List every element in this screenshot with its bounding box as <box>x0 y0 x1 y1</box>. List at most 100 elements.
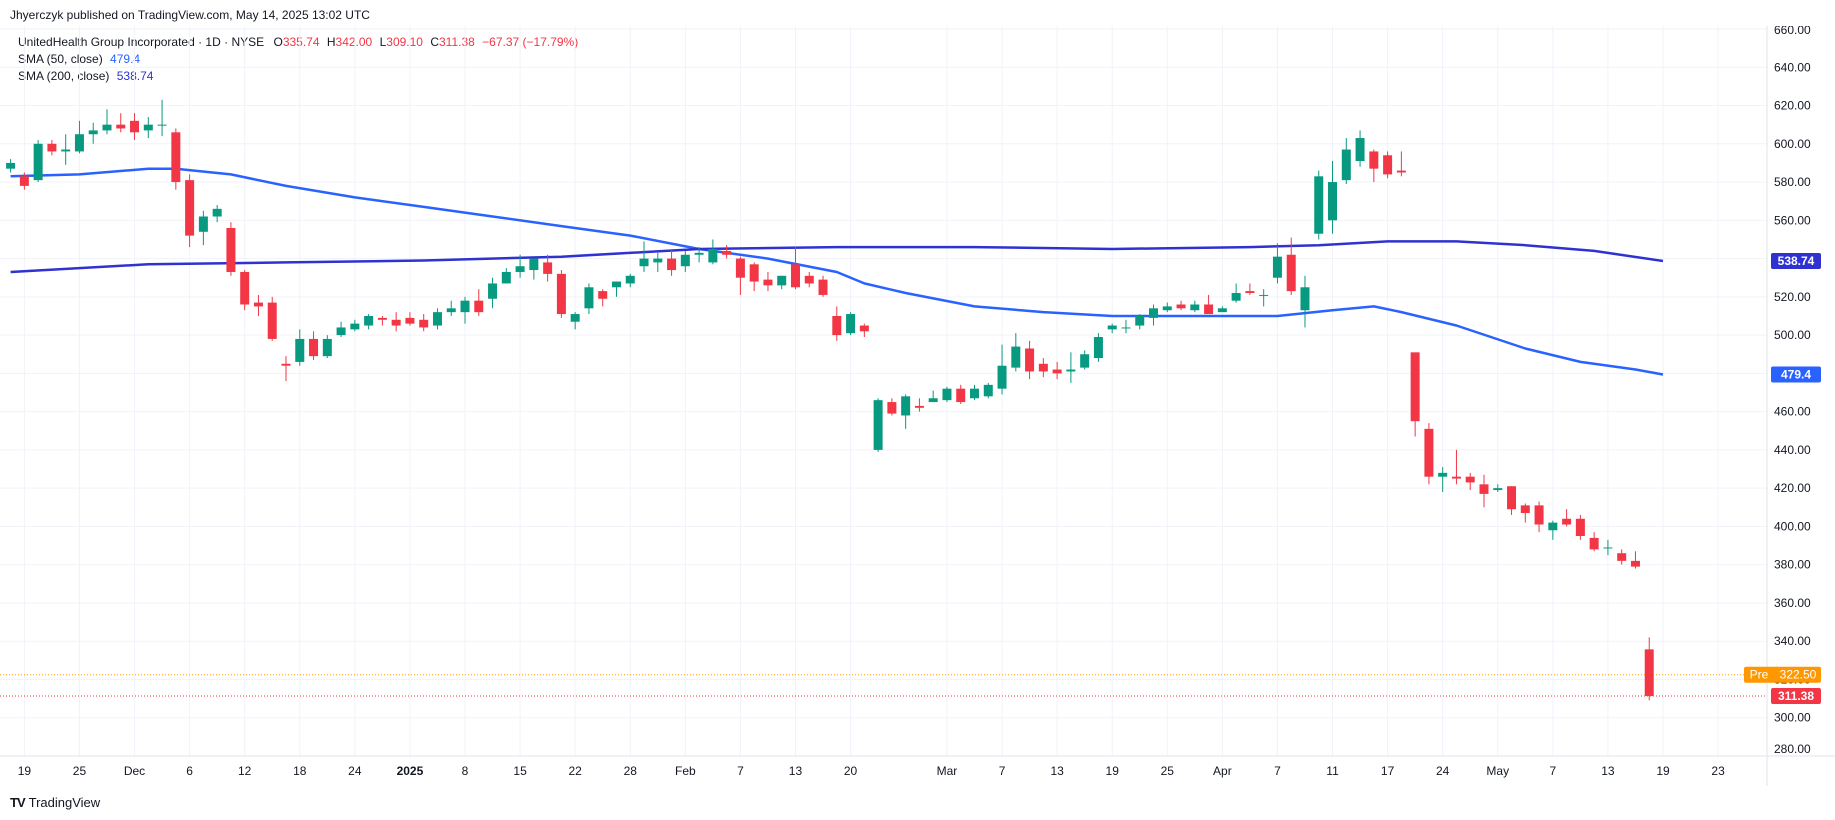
legend-sma200-row[interactable]: SMA (200, close) 538.74 <box>18 68 578 85</box>
candle[interactable] <box>267 296 277 341</box>
candle[interactable] <box>1534 501 1544 533</box>
candle[interactable] <box>611 281 621 297</box>
candle[interactable] <box>1383 151 1393 179</box>
candle[interactable] <box>364 314 374 330</box>
candle[interactable] <box>1231 283 1241 303</box>
candle[interactable] <box>1630 551 1640 569</box>
candle[interactable] <box>1121 319 1131 334</box>
candle[interactable] <box>322 335 332 359</box>
candle[interactable] <box>997 344 1007 395</box>
candle[interactable] <box>116 113 126 133</box>
candle[interactable] <box>1080 350 1090 370</box>
candle[interactable] <box>1038 358 1048 378</box>
candle[interactable] <box>1548 520 1558 540</box>
candle[interactable] <box>804 271 814 288</box>
candle[interactable] <box>1314 170 1324 240</box>
candle[interactable] <box>309 331 319 360</box>
candle[interactable] <box>570 312 580 330</box>
candle[interactable] <box>763 271 773 292</box>
candle[interactable] <box>1369 149 1379 183</box>
candle[interactable] <box>1410 352 1420 437</box>
candle[interactable] <box>185 174 195 248</box>
candle[interactable] <box>1644 637 1654 701</box>
candle[interactable] <box>1341 138 1351 184</box>
candle[interactable] <box>956 384 966 404</box>
candle[interactable] <box>1259 289 1269 307</box>
candle[interactable] <box>1438 467 1448 492</box>
candle[interactable] <box>598 289 608 307</box>
candle[interactable] <box>336 321 346 338</box>
candle[interactable] <box>74 120 84 154</box>
candle[interactable] <box>1286 237 1296 295</box>
candle[interactable] <box>1093 333 1103 362</box>
candle[interactable] <box>556 270 566 318</box>
candle[interactable] <box>1520 503 1530 523</box>
candle[interactable] <box>942 386 952 403</box>
candle[interactable] <box>970 384 979 401</box>
candle[interactable] <box>846 312 856 336</box>
candle[interactable] <box>281 356 291 382</box>
candle[interactable] <box>1149 304 1159 326</box>
candle[interactable] <box>1479 474 1489 508</box>
candle[interactable] <box>198 210 208 246</box>
candle[interactable] <box>873 398 883 452</box>
candle[interactable] <box>1272 243 1282 284</box>
candle[interactable] <box>1424 423 1434 485</box>
candle[interactable] <box>708 239 718 265</box>
candle[interactable] <box>391 312 401 332</box>
candle[interactable] <box>1575 514 1585 540</box>
candle[interactable] <box>928 390 938 403</box>
candle[interactable] <box>1011 333 1021 372</box>
candle[interactable] <box>377 315 387 326</box>
candle[interactable] <box>488 277 498 309</box>
candle[interactable] <box>295 329 305 366</box>
candle[interactable] <box>226 222 236 276</box>
candle[interactable] <box>722 245 732 259</box>
candle[interactable] <box>1507 486 1517 515</box>
candle[interactable] <box>33 139 43 183</box>
candle[interactable] <box>88 122 98 144</box>
candle[interactable] <box>1396 151 1406 177</box>
candle[interactable] <box>653 252 663 272</box>
candle[interactable] <box>901 394 911 429</box>
candle[interactable] <box>432 308 442 330</box>
candle[interactable] <box>47 139 57 156</box>
candle[interactable] <box>350 319 360 332</box>
candle[interactable] <box>501 268 511 284</box>
candle[interactable] <box>474 289 484 316</box>
candle[interactable] <box>1493 484 1503 492</box>
candle[interactable] <box>983 382 993 399</box>
candle[interactable] <box>1217 306 1227 313</box>
candle[interactable] <box>253 294 263 316</box>
candle[interactable] <box>19 172 29 190</box>
candle[interactable] <box>790 247 800 290</box>
candle[interactable] <box>1617 549 1627 565</box>
candle[interactable] <box>6 159 16 173</box>
candle[interactable] <box>1589 532 1599 552</box>
candle[interactable] <box>832 306 842 341</box>
candle[interactable] <box>1204 294 1214 315</box>
candle[interactable] <box>1451 449 1461 485</box>
candle[interactable] <box>212 205 222 223</box>
candle[interactable] <box>240 270 250 311</box>
candle[interactable] <box>1245 283 1255 295</box>
candle[interactable] <box>1300 275 1310 328</box>
candle[interactable] <box>1052 361 1062 380</box>
candle[interactable] <box>1066 352 1076 383</box>
candle[interactable] <box>446 300 456 316</box>
candle[interactable] <box>405 312 415 326</box>
candle[interactable] <box>157 99 167 137</box>
candle[interactable] <box>419 314 429 332</box>
legend-sma50-row[interactable]: SMA (50, close) 479.4 <box>18 51 578 68</box>
candle[interactable] <box>777 275 787 290</box>
candle[interactable] <box>1465 472 1475 491</box>
candle[interactable] <box>1176 300 1186 311</box>
candle[interactable] <box>515 254 525 278</box>
candle[interactable] <box>460 296 470 324</box>
candle[interactable] <box>639 241 649 272</box>
tradingview-brand[interactable]: TV TradingView <box>10 795 100 810</box>
price-chart[interactable]: 300.00320.00340.00360.00380.00400.00420.… <box>0 26 1835 786</box>
candle[interactable] <box>1328 161 1338 234</box>
candle[interactable] <box>694 247 704 263</box>
candle[interactable] <box>667 249 677 276</box>
